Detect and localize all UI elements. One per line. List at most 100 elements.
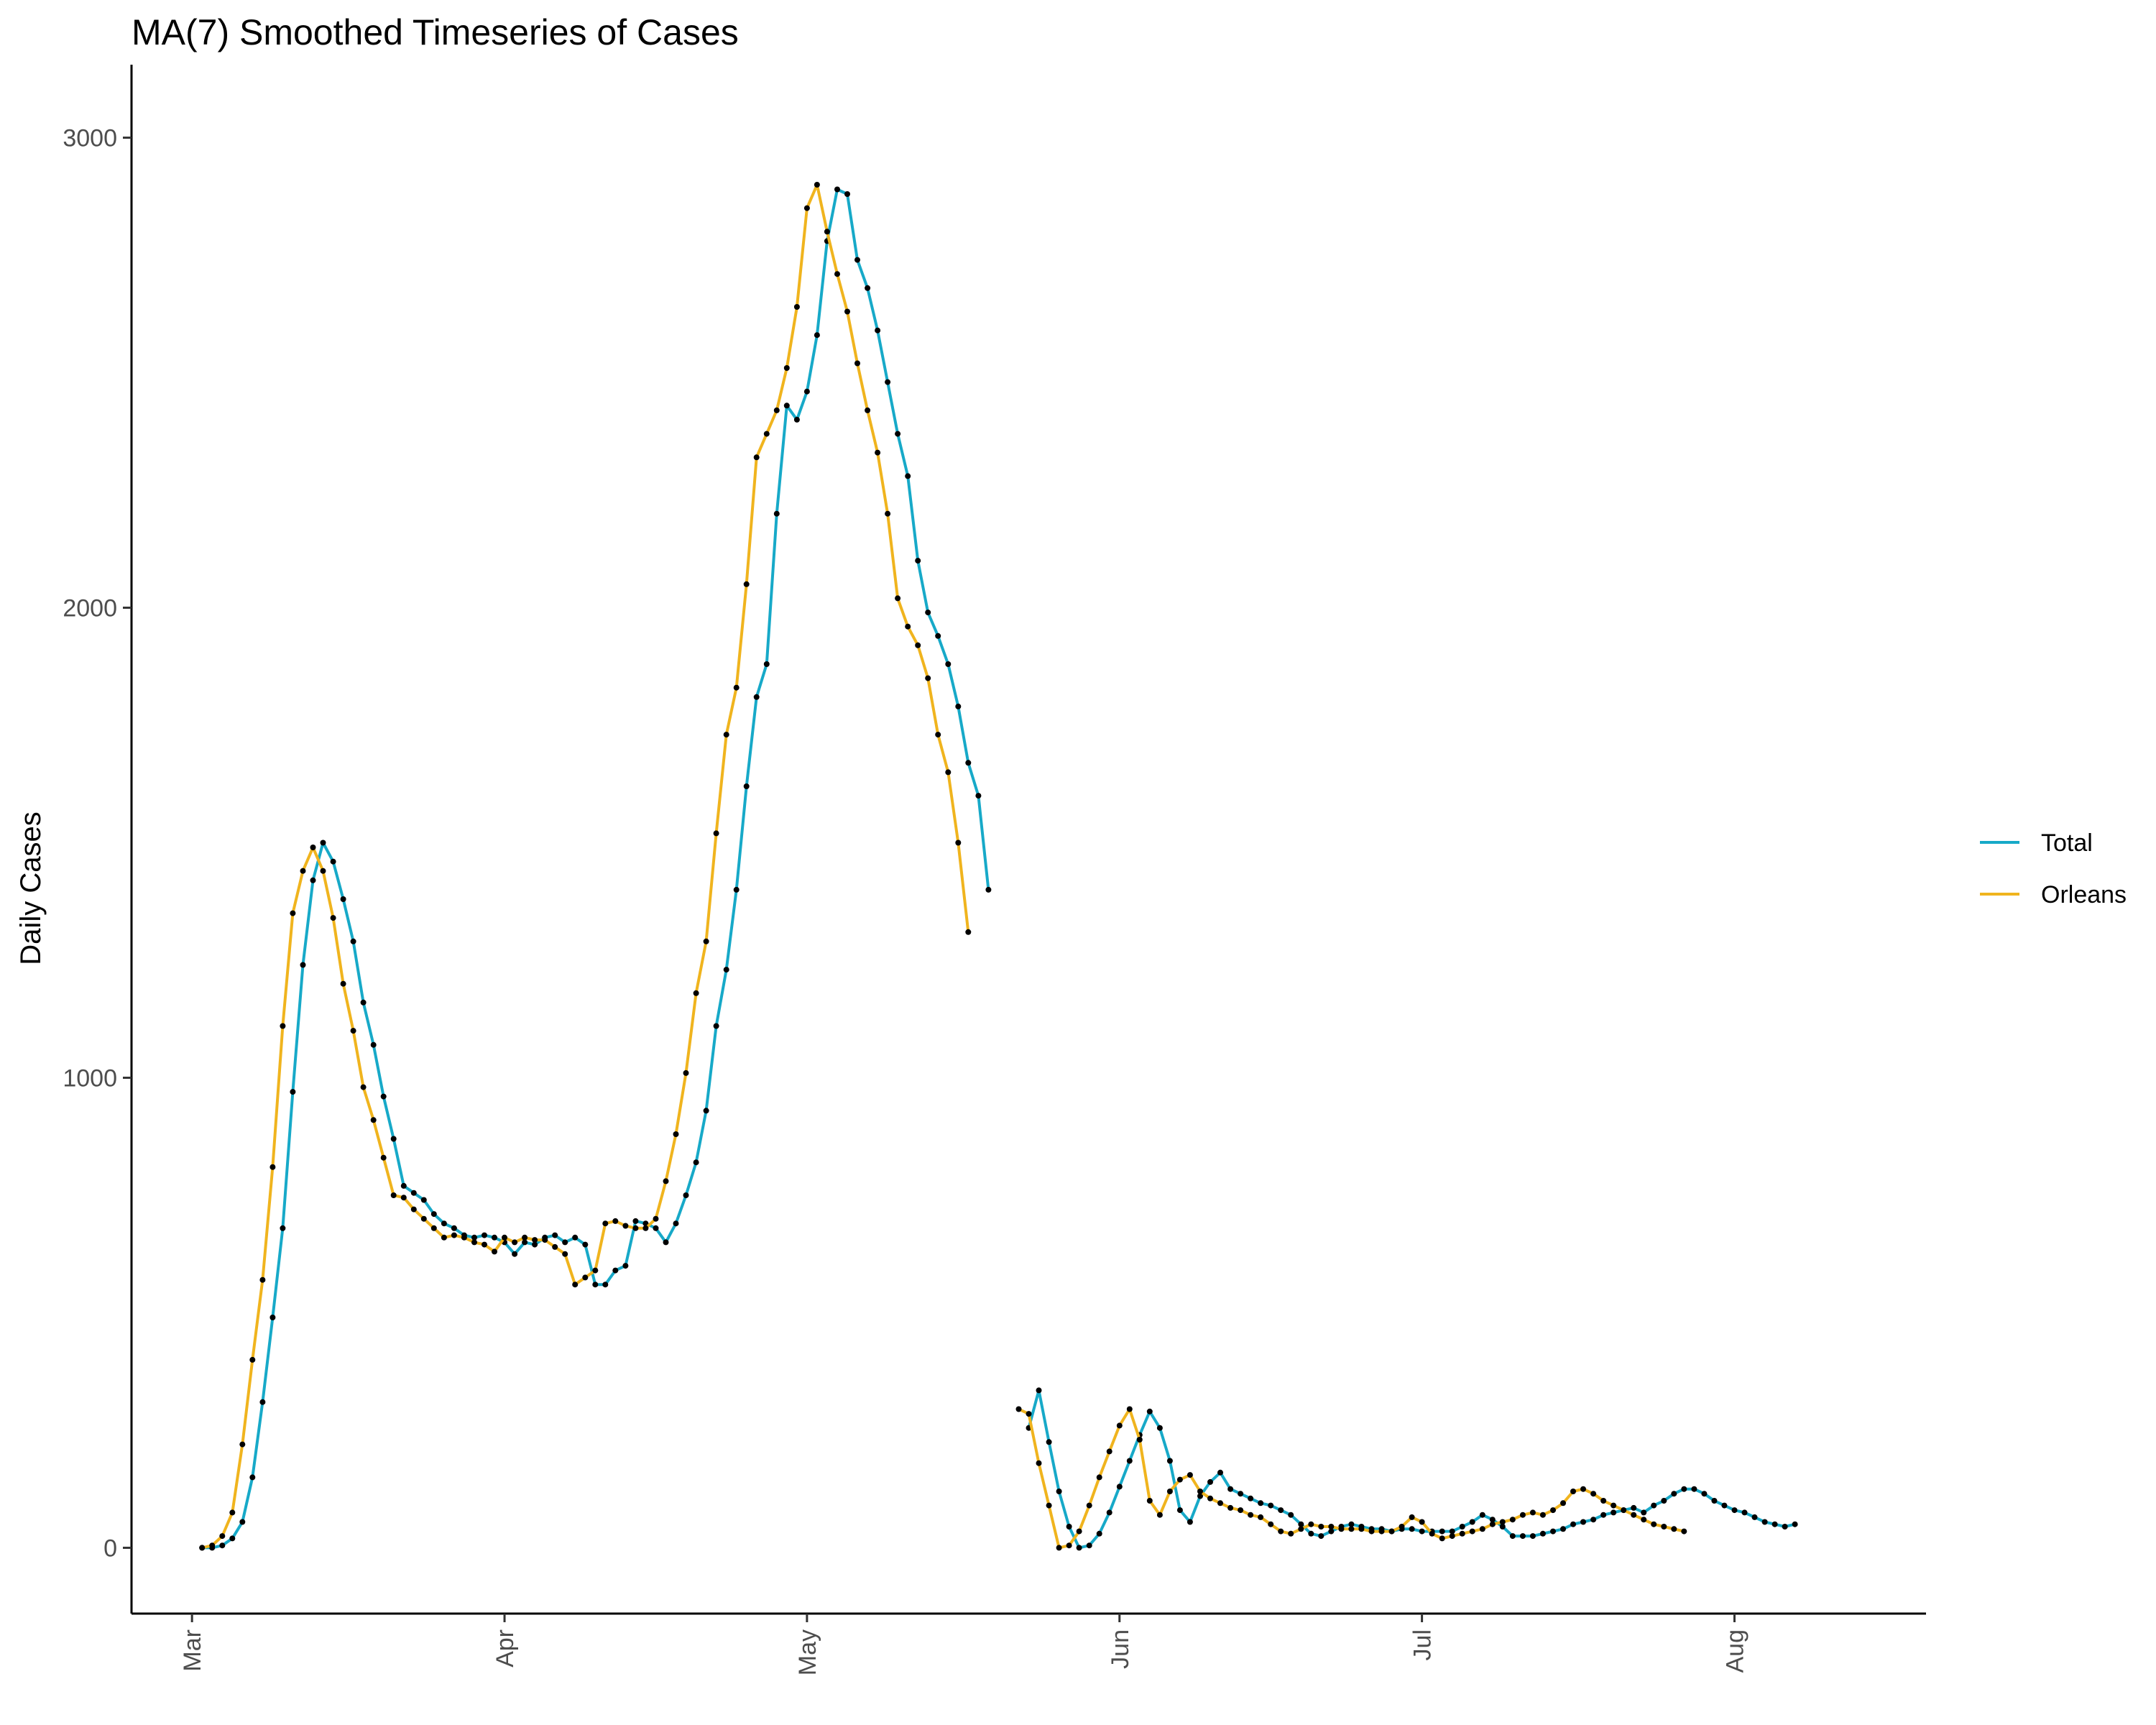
data-point-orleans bbox=[482, 1241, 487, 1248]
data-point-total bbox=[380, 1093, 387, 1100]
data-point-total bbox=[1570, 1521, 1576, 1527]
data-point-total bbox=[1096, 1530, 1102, 1537]
data-point-total bbox=[471, 1234, 477, 1241]
data-point-total bbox=[1731, 1507, 1738, 1514]
data-point-total bbox=[905, 473, 911, 479]
data-point-total bbox=[259, 1399, 266, 1405]
data-point-total bbox=[1560, 1526, 1566, 1532]
data-point-total bbox=[280, 1225, 286, 1231]
data-point-total bbox=[885, 379, 891, 385]
data-point-total bbox=[582, 1241, 589, 1248]
data-point-total bbox=[1701, 1491, 1708, 1497]
data-point-total bbox=[945, 661, 952, 667]
data-point-orleans bbox=[239, 1441, 246, 1448]
data-point-total bbox=[1479, 1512, 1485, 1518]
data-point-total bbox=[1590, 1517, 1597, 1523]
data-point-orleans bbox=[582, 1274, 589, 1281]
data-point-orleans bbox=[542, 1237, 548, 1243]
data-point-total bbox=[1268, 1502, 1274, 1509]
data-point-orleans bbox=[360, 1084, 367, 1090]
data-point-orleans bbox=[1116, 1422, 1123, 1429]
data-point-orleans bbox=[259, 1276, 266, 1283]
data-point-orleans bbox=[502, 1234, 507, 1241]
data-point-orleans bbox=[390, 1192, 397, 1198]
data-point-total bbox=[219, 1542, 226, 1549]
data-point-orleans bbox=[1187, 1472, 1193, 1478]
data-point-orleans bbox=[330, 915, 336, 921]
data-point-orleans bbox=[1489, 1521, 1496, 1527]
data-point-orleans bbox=[532, 1237, 538, 1243]
data-point-total bbox=[854, 257, 860, 263]
data-point-total bbox=[1197, 1493, 1203, 1499]
data-point-total bbox=[713, 1023, 719, 1029]
data-point-total bbox=[793, 416, 800, 423]
data-point-total bbox=[320, 840, 326, 846]
data-point-total bbox=[350, 938, 356, 944]
data-point-orleans bbox=[1419, 1519, 1425, 1525]
data-point-total bbox=[955, 703, 962, 709]
data-point-orleans bbox=[249, 1356, 256, 1363]
data-point-orleans bbox=[1388, 1528, 1395, 1535]
data-point-total bbox=[773, 510, 780, 517]
data-point-orleans bbox=[1539, 1512, 1546, 1518]
data-point-total bbox=[1519, 1533, 1526, 1540]
data-point-orleans bbox=[1046, 1502, 1052, 1509]
data-point-orleans bbox=[310, 845, 316, 850]
data-point-orleans bbox=[875, 449, 881, 456]
data-point-orleans bbox=[1631, 1512, 1637, 1518]
data-point-orleans bbox=[420, 1215, 427, 1222]
data-point-total bbox=[1611, 1509, 1617, 1516]
data-point-total bbox=[622, 1263, 629, 1269]
data-point-orleans bbox=[1086, 1502, 1092, 1509]
data-point-total bbox=[1126, 1458, 1133, 1464]
data-point-total bbox=[390, 1136, 397, 1142]
data-point-orleans bbox=[229, 1509, 236, 1516]
data-point-total bbox=[1761, 1519, 1768, 1525]
data-point-total bbox=[300, 962, 306, 968]
data-point-orleans bbox=[1136, 1437, 1143, 1443]
data-point-total bbox=[1298, 1521, 1304, 1527]
data-point-orleans bbox=[1681, 1528, 1687, 1535]
data-point-orleans bbox=[370, 1117, 377, 1123]
data-point-total bbox=[1409, 1526, 1415, 1532]
data-point-orleans bbox=[653, 1215, 659, 1222]
legend: Total Orleans bbox=[1980, 829, 2127, 908]
data-point-orleans bbox=[1126, 1406, 1133, 1412]
data-point-total bbox=[733, 886, 740, 893]
data-point-total bbox=[512, 1251, 518, 1257]
data-point-total bbox=[1539, 1530, 1546, 1537]
data-point-total bbox=[430, 1211, 437, 1218]
data-point-orleans bbox=[1166, 1489, 1173, 1494]
data-point-total bbox=[1046, 1439, 1052, 1445]
data-point-orleans bbox=[1611, 1502, 1617, 1509]
data-point-orleans bbox=[885, 510, 891, 517]
data-point-orleans bbox=[834, 271, 840, 277]
data-point-total bbox=[1176, 1507, 1183, 1514]
data-point-total bbox=[340, 896, 346, 902]
data-point-total bbox=[985, 886, 992, 893]
x-tick-label: Aug bbox=[1721, 1629, 1749, 1673]
data-point-orleans bbox=[713, 830, 719, 837]
data-point-orleans bbox=[270, 1164, 276, 1170]
data-point-total bbox=[965, 760, 972, 766]
data-point-orleans bbox=[1176, 1476, 1183, 1483]
data-point-orleans bbox=[471, 1239, 477, 1246]
data-point-orleans bbox=[380, 1154, 387, 1161]
data-point-total bbox=[360, 999, 367, 1006]
data-point-orleans bbox=[622, 1223, 629, 1229]
data-point-total bbox=[229, 1535, 236, 1542]
data-point-total bbox=[1782, 1524, 1788, 1530]
data-point-total bbox=[1439, 1528, 1445, 1535]
data-point-total bbox=[1529, 1533, 1536, 1540]
data-point-total bbox=[1106, 1509, 1112, 1516]
data-point-orleans bbox=[340, 980, 346, 987]
data-point-orleans bbox=[1026, 1411, 1032, 1417]
data-point-orleans bbox=[1338, 1526, 1345, 1532]
data-point-total bbox=[1681, 1486, 1687, 1492]
data-point-orleans bbox=[1348, 1526, 1355, 1532]
data-point-total bbox=[562, 1239, 568, 1246]
data-point-total bbox=[1661, 1498, 1667, 1504]
y-tick-label: 0 bbox=[103, 1535, 117, 1562]
data-point-orleans bbox=[895, 595, 901, 602]
data-point-total bbox=[1651, 1502, 1657, 1509]
